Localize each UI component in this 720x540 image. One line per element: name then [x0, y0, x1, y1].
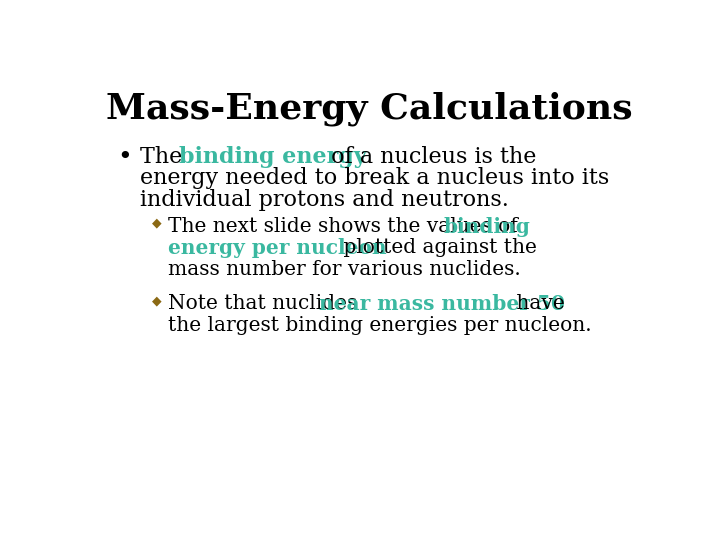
Text: energy needed to break a nucleus into its: energy needed to break a nucleus into it…	[140, 167, 610, 189]
Text: Mass-Energy Calculations: Mass-Energy Calculations	[106, 92, 632, 126]
Text: energy per nucleon: energy per nucleon	[168, 238, 386, 258]
Text: the largest binding energies per nucleon.: the largest binding energies per nucleon…	[168, 316, 591, 335]
Text: mass number for various nuclides.: mass number for various nuclides.	[168, 260, 521, 279]
Text: near mass number 50: near mass number 50	[319, 294, 565, 314]
Text: The: The	[140, 146, 190, 167]
Text: •: •	[117, 146, 132, 168]
Text: of a nucleus is the: of a nucleus is the	[324, 146, 536, 167]
Text: plotted against the: plotted against the	[337, 238, 537, 258]
Text: individual protons and neutrons.: individual protons and neutrons.	[140, 189, 509, 211]
Text: Note that nuclides: Note that nuclides	[168, 294, 363, 313]
Text: binding energy: binding energy	[179, 146, 366, 167]
Text: ◆: ◆	[152, 294, 161, 307]
Text: binding: binding	[444, 217, 531, 237]
Text: The next slide shows the values of: The next slide shows the values of	[168, 217, 523, 236]
Text: ◆: ◆	[152, 217, 161, 230]
Text: have: have	[510, 294, 564, 313]
